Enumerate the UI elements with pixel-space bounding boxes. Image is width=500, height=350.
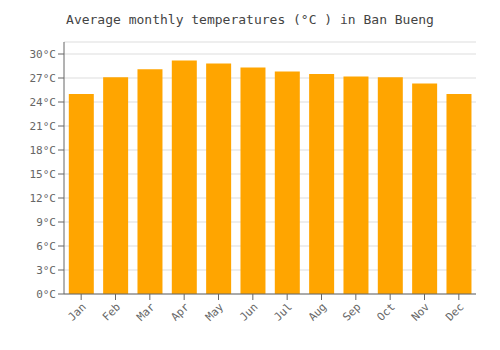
svg-text:30°C: 30°C [30,48,57,61]
html-text:Average monthly temperatures (: Average monthly temperatures (°C ) in Ba… [66,12,434,27]
svg-text:Oct: Oct [375,300,398,323]
svg-text:May: May [203,300,227,324]
svg-text:Mar: Mar [134,300,158,324]
svg-text:Sep: Sep [340,300,363,323]
svg-text:6°C: 6°C [36,240,56,253]
svg-text:Nov: Nov [409,300,433,324]
svg-text:Feb: Feb [100,300,123,323]
svg-text:Jan: Jan [66,300,89,323]
svg-text:Jun: Jun [237,300,260,323]
svg-text:Jul: Jul [272,300,295,323]
svg-text:Dec: Dec [443,300,466,323]
svg-text:12°C: 12°C [30,192,57,205]
svg-text:Apr: Apr [169,300,193,324]
svg-text:24°C: 24°C [30,96,57,109]
svg-text:9°C: 9°C [36,216,56,229]
svg-text:18°C: 18°C [30,144,57,157]
svg-text:21°C: 21°C [30,120,57,133]
svg-text:27°C: 27°C [30,72,57,85]
svg-text:3°C: 3°C [36,264,56,277]
svg-text:0°C: 0°C [36,288,56,301]
svg-text:Aug: Aug [306,300,329,323]
svg-text:15°C: 15°C [30,168,57,181]
